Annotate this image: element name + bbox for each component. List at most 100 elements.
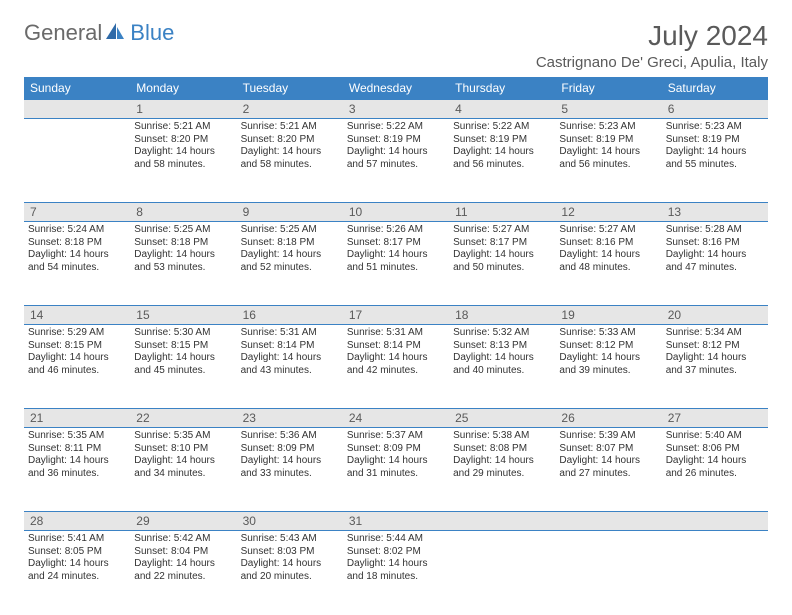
day-cell-content: Sunrise: 5:43 AMSunset: 8:03 PMDaylight:… bbox=[241, 533, 339, 583]
day-cell: Sunrise: 5:36 AMSunset: 8:09 PMDaylight:… bbox=[237, 428, 343, 512]
day-cell: Sunrise: 5:37 AMSunset: 8:09 PMDaylight:… bbox=[343, 428, 449, 512]
daylight-text: Daylight: 14 hours and 40 minutes. bbox=[453, 352, 551, 377]
sunset-text: Sunset: 8:19 PM bbox=[453, 134, 551, 147]
day-number: 23 bbox=[237, 409, 343, 428]
day-cell: Sunrise: 5:23 AMSunset: 8:19 PMDaylight:… bbox=[662, 119, 768, 203]
day-number: 1 bbox=[130, 100, 236, 119]
sunset-text: Sunset: 8:18 PM bbox=[28, 237, 126, 250]
sunset-text: Sunset: 8:16 PM bbox=[559, 237, 657, 250]
day-cell: Sunrise: 5:30 AMSunset: 8:15 PMDaylight:… bbox=[130, 325, 236, 409]
sunrise-text: Sunrise: 5:23 AM bbox=[666, 121, 764, 134]
day-cell: Sunrise: 5:43 AMSunset: 8:03 PMDaylight:… bbox=[237, 531, 343, 615]
weekday-header: Wednesday bbox=[343, 77, 449, 100]
sunset-text: Sunset: 8:13 PM bbox=[453, 340, 551, 353]
day-cell-content: Sunrise: 5:27 AMSunset: 8:16 PMDaylight:… bbox=[559, 224, 657, 274]
day-cell: Sunrise: 5:28 AMSunset: 8:16 PMDaylight:… bbox=[662, 222, 768, 306]
location-text: Castrignano De' Greci, Apulia, Italy bbox=[536, 54, 768, 71]
day-number: 7 bbox=[24, 203, 130, 222]
day-number: 18 bbox=[449, 306, 555, 325]
day-number: 6 bbox=[662, 100, 768, 119]
day-cell-content: Sunrise: 5:44 AMSunset: 8:02 PMDaylight:… bbox=[347, 533, 445, 583]
day-cell-content: Sunrise: 5:22 AMSunset: 8:19 PMDaylight:… bbox=[453, 121, 551, 171]
daylight-text: Daylight: 14 hours and 48 minutes. bbox=[559, 249, 657, 274]
daynum-row: 14151617181920 bbox=[24, 306, 768, 325]
sunrise-text: Sunrise: 5:31 AM bbox=[241, 327, 339, 340]
day-number: 4 bbox=[449, 100, 555, 119]
sunset-text: Sunset: 8:19 PM bbox=[666, 134, 764, 147]
day-number: 5 bbox=[555, 100, 661, 119]
sunrise-text: Sunrise: 5:34 AM bbox=[666, 327, 764, 340]
day-number: 25 bbox=[449, 409, 555, 428]
sunset-text: Sunset: 8:15 PM bbox=[134, 340, 232, 353]
daynum-row: 21222324252627 bbox=[24, 409, 768, 428]
day-number: 10 bbox=[343, 203, 449, 222]
day-cell: Sunrise: 5:41 AMSunset: 8:05 PMDaylight:… bbox=[24, 531, 130, 615]
sunset-text: Sunset: 8:18 PM bbox=[134, 237, 232, 250]
sunrise-text: Sunrise: 5:37 AM bbox=[347, 430, 445, 443]
month-title: July 2024 bbox=[536, 20, 768, 52]
daylight-text: Daylight: 14 hours and 24 minutes. bbox=[28, 558, 126, 583]
sunset-text: Sunset: 8:03 PM bbox=[241, 546, 339, 559]
sunset-text: Sunset: 8:04 PM bbox=[134, 546, 232, 559]
weekday-header: Thursday bbox=[449, 77, 555, 100]
day-cell-content: Sunrise: 5:31 AMSunset: 8:14 PMDaylight:… bbox=[347, 327, 445, 377]
sunset-text: Sunset: 8:11 PM bbox=[28, 443, 126, 456]
day-cell: Sunrise: 5:32 AMSunset: 8:13 PMDaylight:… bbox=[449, 325, 555, 409]
weekday-header: Saturday bbox=[662, 77, 768, 100]
day-number: 17 bbox=[343, 306, 449, 325]
day-cell: Sunrise: 5:35 AMSunset: 8:11 PMDaylight:… bbox=[24, 428, 130, 512]
day-cell: Sunrise: 5:44 AMSunset: 8:02 PMDaylight:… bbox=[343, 531, 449, 615]
day-number: 28 bbox=[24, 512, 130, 531]
day-number: 26 bbox=[555, 409, 661, 428]
day-cell: Sunrise: 5:22 AMSunset: 8:19 PMDaylight:… bbox=[343, 119, 449, 203]
sunset-text: Sunset: 8:09 PM bbox=[241, 443, 339, 456]
sunset-text: Sunset: 8:17 PM bbox=[347, 237, 445, 250]
day-number: 15 bbox=[130, 306, 236, 325]
day-cell: Sunrise: 5:25 AMSunset: 8:18 PMDaylight:… bbox=[237, 222, 343, 306]
sunset-text: Sunset: 8:20 PM bbox=[134, 134, 232, 147]
sail-icon bbox=[104, 21, 126, 46]
day-cell-content: Sunrise: 5:40 AMSunset: 8:06 PMDaylight:… bbox=[666, 430, 764, 480]
day-cell-content: Sunrise: 5:23 AMSunset: 8:19 PMDaylight:… bbox=[559, 121, 657, 171]
daylight-text: Daylight: 14 hours and 37 minutes. bbox=[666, 352, 764, 377]
day-number: 3 bbox=[343, 100, 449, 119]
day-cell: Sunrise: 5:31 AMSunset: 8:14 PMDaylight:… bbox=[343, 325, 449, 409]
day-cell-content: Sunrise: 5:27 AMSunset: 8:17 PMDaylight:… bbox=[453, 224, 551, 274]
sunrise-text: Sunrise: 5:23 AM bbox=[559, 121, 657, 134]
day-cell bbox=[24, 119, 130, 203]
daylight-text: Daylight: 14 hours and 54 minutes. bbox=[28, 249, 126, 274]
sunrise-text: Sunrise: 5:43 AM bbox=[241, 533, 339, 546]
weekday-header: Friday bbox=[555, 77, 661, 100]
logo-blue-text: Blue bbox=[130, 20, 174, 46]
daylight-text: Daylight: 14 hours and 18 minutes. bbox=[347, 558, 445, 583]
day-cell-content: Sunrise: 5:42 AMSunset: 8:04 PMDaylight:… bbox=[134, 533, 232, 583]
daylight-text: Daylight: 14 hours and 53 minutes. bbox=[134, 249, 232, 274]
sunrise-text: Sunrise: 5:32 AM bbox=[453, 327, 551, 340]
sunrise-text: Sunrise: 5:29 AM bbox=[28, 327, 126, 340]
day-cell: Sunrise: 5:21 AMSunset: 8:20 PMDaylight:… bbox=[130, 119, 236, 203]
sunset-text: Sunset: 8:14 PM bbox=[347, 340, 445, 353]
sunset-text: Sunset: 8:20 PM bbox=[241, 134, 339, 147]
daylight-text: Daylight: 14 hours and 31 minutes. bbox=[347, 455, 445, 480]
day-cell-content: Sunrise: 5:30 AMSunset: 8:15 PMDaylight:… bbox=[134, 327, 232, 377]
header: General Blue July 2024 Castrignano De' G… bbox=[24, 20, 768, 71]
week-row: Sunrise: 5:24 AMSunset: 8:18 PMDaylight:… bbox=[24, 222, 768, 306]
day-cell-content: Sunrise: 5:28 AMSunset: 8:16 PMDaylight:… bbox=[666, 224, 764, 274]
weekday-header-row: Sunday Monday Tuesday Wednesday Thursday… bbox=[24, 77, 768, 100]
sunset-text: Sunset: 8:18 PM bbox=[241, 237, 339, 250]
day-number: 11 bbox=[449, 203, 555, 222]
day-cell: Sunrise: 5:39 AMSunset: 8:07 PMDaylight:… bbox=[555, 428, 661, 512]
day-cell-content: Sunrise: 5:39 AMSunset: 8:07 PMDaylight:… bbox=[559, 430, 657, 480]
day-cell-content: Sunrise: 5:21 AMSunset: 8:20 PMDaylight:… bbox=[134, 121, 232, 171]
daylight-text: Daylight: 14 hours and 57 minutes. bbox=[347, 146, 445, 171]
day-cell-content: Sunrise: 5:33 AMSunset: 8:12 PMDaylight:… bbox=[559, 327, 657, 377]
daylight-text: Daylight: 14 hours and 56 minutes. bbox=[559, 146, 657, 171]
sunrise-text: Sunrise: 5:22 AM bbox=[453, 121, 551, 134]
daylight-text: Daylight: 14 hours and 58 minutes. bbox=[134, 146, 232, 171]
sunset-text: Sunset: 8:15 PM bbox=[28, 340, 126, 353]
weekday-header: Monday bbox=[130, 77, 236, 100]
weekday-header: Tuesday bbox=[237, 77, 343, 100]
daylight-text: Daylight: 14 hours and 42 minutes. bbox=[347, 352, 445, 377]
sunset-text: Sunset: 8:19 PM bbox=[559, 134, 657, 147]
day-cell-content: Sunrise: 5:23 AMSunset: 8:19 PMDaylight:… bbox=[666, 121, 764, 171]
